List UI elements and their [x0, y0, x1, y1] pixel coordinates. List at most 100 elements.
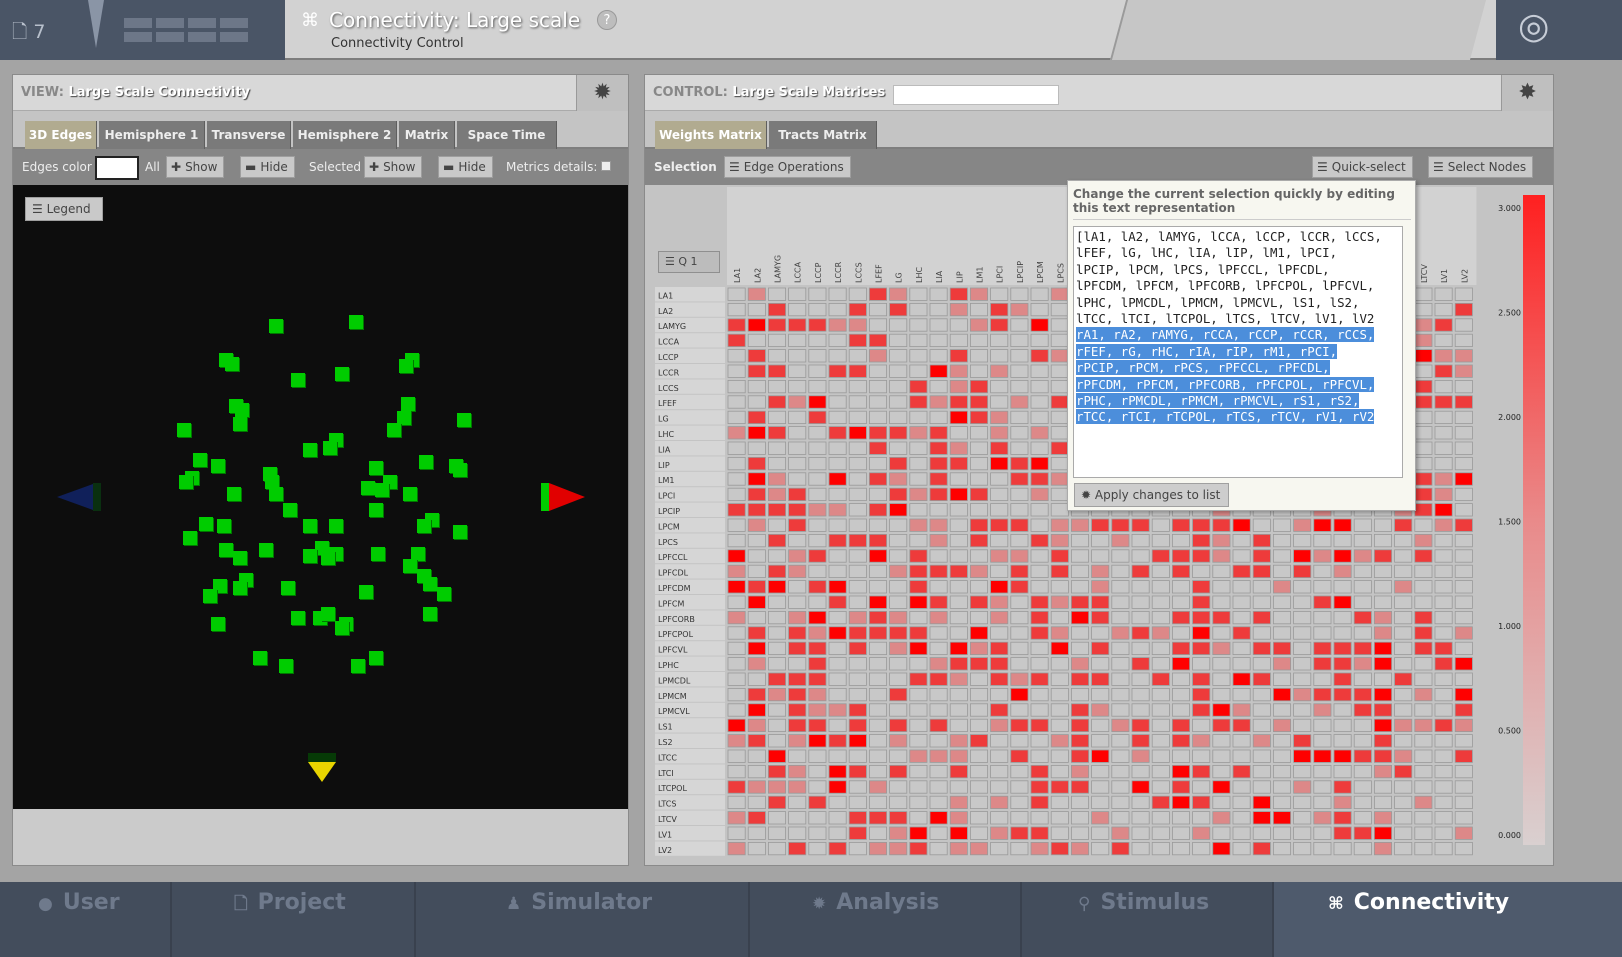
matrix-cell[interactable] [889, 549, 908, 563]
matrix-cell[interactable] [909, 672, 928, 686]
matrix-cell[interactable] [1313, 595, 1332, 609]
matrix-cell[interactable] [1010, 811, 1029, 825]
matrix-cell[interactable] [768, 842, 787, 856]
matrix-cell[interactable] [990, 410, 1009, 424]
matrix-cell[interactable] [929, 672, 948, 686]
matrix-cell[interactable] [1333, 687, 1352, 702]
matrix-cell[interactable] [969, 426, 988, 440]
matrix-cell[interactable] [1434, 780, 1453, 794]
matrix-cell[interactable] [949, 687, 968, 702]
selection-textarea[interactable]: [lA1, lA2, lAMYG, lCCA, lCCP, lCCR, lCCS… [1073, 226, 1403, 478]
matrix-cell[interactable] [990, 610, 1009, 625]
matrix-cell[interactable] [889, 626, 908, 640]
matrix-cell[interactable] [1151, 580, 1170, 594]
matrix-cell[interactable] [1030, 842, 1049, 856]
matrix-cell[interactable] [1030, 657, 1049, 671]
matrix-cell[interactable] [747, 395, 766, 409]
matrix-cell[interactable] [1131, 842, 1150, 856]
matrix-cell[interactable] [1293, 780, 1312, 794]
matrix-cell[interactable] [1172, 626, 1191, 640]
matrix-cell[interactable] [929, 703, 948, 717]
matrix-cell[interactable] [1394, 811, 1413, 825]
matrix-cell[interactable] [1273, 657, 1292, 671]
matrix-cell[interactable] [1151, 626, 1170, 640]
matrix-cell[interactable] [1172, 718, 1191, 733]
matrix-cell[interactable] [848, 456, 867, 471]
matrix-cell[interactable] [808, 364, 827, 378]
matrix-cell[interactable] [828, 456, 847, 471]
matrix-cell[interactable] [1010, 503, 1029, 517]
matrix-cell[interactable] [990, 426, 1009, 440]
matrix-cell[interactable] [969, 503, 988, 517]
matrix-cell[interactable] [747, 641, 766, 656]
matrix-cell[interactable] [909, 580, 928, 594]
matrix-cell[interactable] [1131, 765, 1150, 779]
matrix-cell[interactable] [788, 842, 807, 856]
matrix-cell[interactable] [1414, 503, 1433, 517]
matrix-cell[interactable] [1050, 780, 1069, 794]
matrix-cell[interactable] [828, 426, 847, 440]
matrix-cell[interactable] [768, 349, 787, 363]
matrix-cell[interactable] [1313, 795, 1332, 810]
matrix-cell[interactable] [1293, 811, 1312, 825]
matrix-cell[interactable] [1313, 549, 1332, 563]
matrix-cell[interactable] [969, 487, 988, 502]
matrix-cell[interactable] [1353, 780, 1372, 794]
matrix-cell[interactable] [1313, 518, 1332, 532]
brain-node[interactable] [369, 503, 383, 517]
matrix-cell[interactable] [1313, 657, 1332, 671]
matrix-cell[interactable] [747, 379, 766, 394]
matrix-cell[interactable] [1030, 395, 1049, 409]
matrix-cell[interactable] [1454, 456, 1473, 471]
matrix-cell[interactable] [1374, 518, 1393, 532]
row-label[interactable]: LG [658, 415, 669, 424]
matrix-cell[interactable] [1192, 549, 1211, 563]
matrix-cell[interactable] [727, 826, 746, 840]
matrix-cell[interactable] [949, 318, 968, 332]
matrix-cell[interactable] [828, 749, 847, 763]
matrix-cell[interactable] [1414, 441, 1433, 455]
matrix-cell[interactable] [828, 580, 847, 594]
matrix-cell[interactable] [1091, 672, 1110, 686]
matrix-cell[interactable] [1212, 657, 1231, 671]
matrix-cell[interactable] [889, 826, 908, 840]
matrix-cell[interactable] [747, 349, 766, 363]
matrix-cell[interactable] [1333, 533, 1352, 548]
matrix-cell[interactable] [929, 303, 948, 317]
brain-node[interactable] [219, 543, 233, 557]
matrix-cell[interactable] [727, 842, 746, 856]
matrix-cell[interactable] [889, 533, 908, 548]
matrix-cell[interactable] [747, 303, 766, 317]
matrix-cell[interactable] [868, 765, 887, 779]
matrix-cell[interactable] [889, 318, 908, 332]
matrix-cell[interactable] [727, 379, 746, 394]
matrix-cell[interactable] [949, 349, 968, 363]
matrix-cell[interactable] [808, 703, 827, 717]
matrix-cell[interactable] [727, 318, 746, 332]
matrix-cell[interactable] [788, 503, 807, 517]
matrix-cell[interactable] [949, 441, 968, 455]
matrix-cell[interactable] [1333, 718, 1352, 733]
matrix-cell[interactable] [1252, 749, 1271, 763]
matrix-cell[interactable] [1192, 765, 1211, 779]
matrix-cell[interactable] [727, 333, 746, 347]
matrix-cell[interactable] [727, 595, 746, 609]
matrix-cell[interactable] [808, 318, 827, 332]
matrix-cell[interactable] [1454, 780, 1473, 794]
matrix-cell[interactable] [949, 595, 968, 609]
brain-node[interactable] [269, 319, 283, 333]
matrix-cell[interactable] [1394, 641, 1413, 656]
matrix-cell[interactable] [1192, 718, 1211, 733]
matrix-cell[interactable] [1172, 780, 1191, 794]
brain-node[interactable] [403, 487, 417, 501]
matrix-cell[interactable] [848, 657, 867, 671]
matrix-cell[interactable] [949, 626, 968, 640]
matrix-cell[interactable] [1414, 472, 1433, 486]
matrix-cell[interactable] [969, 795, 988, 810]
matrix-cell[interactable] [727, 765, 746, 779]
matrix-cell[interactable] [889, 610, 908, 625]
matrix-cell[interactable] [909, 349, 928, 363]
matrix-cell[interactable] [727, 610, 746, 625]
matrix-cell[interactable] [1030, 456, 1049, 471]
brain-node[interactable] [281, 581, 295, 595]
